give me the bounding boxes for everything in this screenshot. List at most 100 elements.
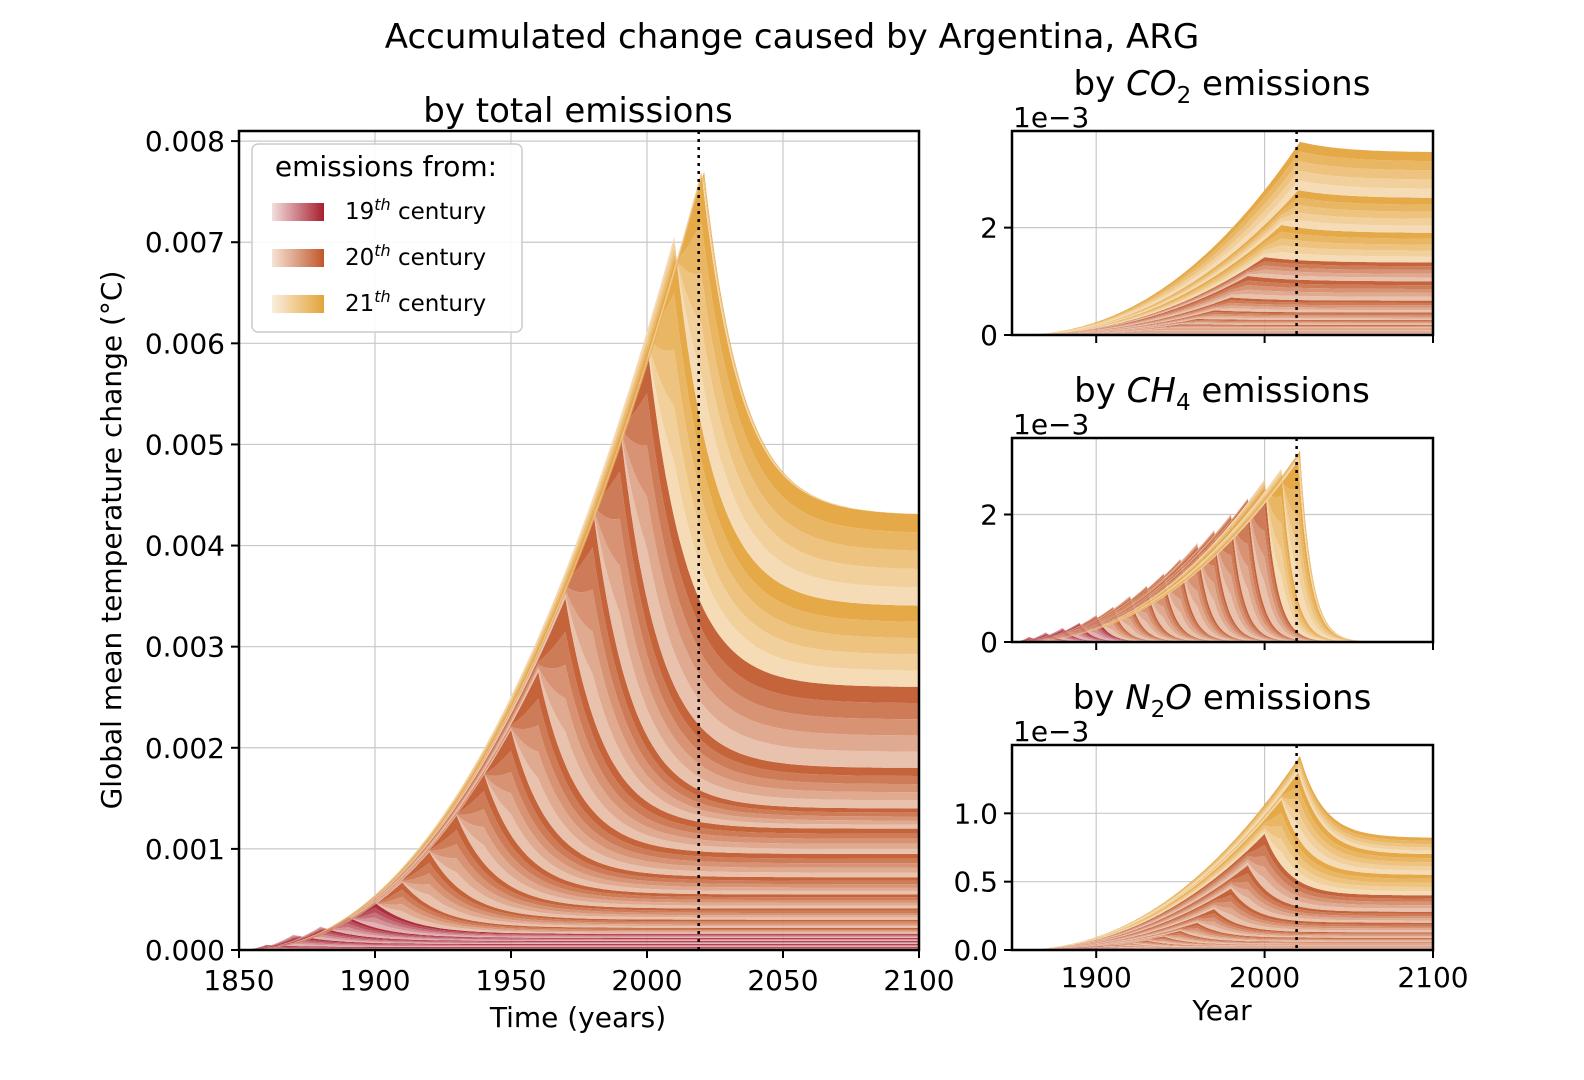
- x-tick-label: 2050: [747, 964, 818, 997]
- co2-band-2020: [1012, 170, 1433, 335]
- co2-band-1950: [1012, 321, 1433, 335]
- co2-band-1960: [1012, 312, 1433, 335]
- figure-title: Accumulated change caused by Argentina, …: [385, 17, 1199, 57]
- legend-box: [251, 143, 523, 333]
- legend-label-21st: 21th century: [345, 287, 486, 317]
- co2-band-2020: [1012, 151, 1433, 335]
- total-band-1850: [239, 944, 919, 950]
- n2o-band-1990: [1012, 855, 1433, 950]
- y-tick-label: 0.008: [145, 125, 225, 158]
- n2o-yticks: 0.0 0.5 1.0: [953, 797, 1012, 967]
- co2-band-1960: [1012, 313, 1433, 335]
- co2-band-1940: [1012, 326, 1433, 335]
- n2o-series: [1012, 755, 1433, 950]
- ch4-xtickmarks: [1095, 642, 1434, 650]
- legend-label-21st-sup: th: [374, 287, 390, 306]
- n2o-title-gas-after: O: [1165, 678, 1192, 718]
- total-yticks: 0.000 0.001 0.002 0.003 0.004 0.005 0.006 0.007…: [145, 125, 239, 967]
- co2-band-1980: [1012, 280, 1433, 335]
- total-band-2000: [239, 293, 919, 950]
- n2o-band-1960: [1012, 920, 1433, 950]
- legend-swatch-21st: [272, 295, 324, 313]
- co2-band-2000: [1012, 238, 1433, 335]
- co2-band-1970: [1012, 300, 1433, 335]
- ch4-scale-label: 1e−3: [1013, 408, 1089, 441]
- co2-band-1940: [1012, 327, 1433, 335]
- n2o-xticks: 1900 2000 2100: [1061, 950, 1469, 994]
- co2-band-2020: [1012, 161, 1433, 335]
- n2o-band-2020: [1012, 755, 1433, 950]
- legend-swatch-20th: [272, 249, 324, 267]
- total-band-1860: [239, 943, 919, 950]
- co2-band-1920: [1012, 332, 1433, 335]
- co2-band-1940: [1012, 325, 1433, 335]
- n2o-panel: by N2O emissions 1e−3 0.0 0.5 1.0 1900 2000…: [953, 678, 1468, 1027]
- total-band-1860: [239, 941, 919, 950]
- co2-band-2000: [1012, 252, 1433, 335]
- co2-band-1950: [1012, 320, 1433, 335]
- n2o-band-1940: [1012, 930, 1433, 950]
- co2-band-2020: [1012, 180, 1433, 335]
- co2-band-2000: [1012, 224, 1433, 335]
- n2o-band-2000: [1012, 799, 1433, 950]
- n2o-frame: [1010, 743, 1435, 952]
- co2-band-1940: [1012, 324, 1433, 335]
- x-tick-label: 2000: [611, 964, 682, 997]
- co2-band-2000: [1012, 231, 1433, 335]
- total-band-1960: [239, 664, 919, 950]
- co2-band-1990: [1012, 261, 1433, 335]
- co2-panel: by CO2 emissions 1e−3 02: [980, 64, 1435, 352]
- n2o-band-1980: [1012, 881, 1433, 950]
- legend-label-19th: 19th century: [345, 195, 486, 225]
- n2o-band-1960: [1012, 909, 1433, 950]
- y-tick-label: 2: [980, 499, 998, 532]
- co2-band-2020: [1012, 141, 1433, 335]
- x-tick-label: 2000: [1229, 961, 1300, 994]
- ch4-band-1960: [1012, 543, 1433, 642]
- total-band-2000: [239, 237, 919, 950]
- n2o-band-1940: [1012, 935, 1433, 950]
- x-tick-label: 1900: [1061, 961, 1132, 994]
- total-panel: by total emissions 1850 1900 1950 2000 2050 2…: [95, 91, 955, 1034]
- n2o-band-1900: [1012, 945, 1433, 950]
- y-tick-label: 2: [980, 212, 998, 245]
- legend-label-20th-sup: th: [374, 241, 390, 260]
- co2-band-1920: [1012, 331, 1433, 335]
- n2o-band-1900: [1012, 946, 1433, 950]
- ch4-band-1900: [1012, 615, 1433, 642]
- legend-label-21st-num: 21: [345, 291, 374, 317]
- legend-label-19th-rest: century: [391, 199, 486, 225]
- x-tick-label: 2100: [883, 964, 954, 997]
- co2-band-1910: [1012, 332, 1433, 335]
- n2o-band-1960: [1012, 913, 1433, 950]
- co2-band-1980: [1012, 289, 1433, 335]
- co2-band-1950: [1012, 318, 1433, 335]
- ch4-title: by CH4 emissions: [1074, 371, 1370, 416]
- ch4-panel: by CH4 emissions 1e−3 02: [980, 371, 1435, 659]
- n2o-title: by N2O emissions: [1073, 678, 1372, 723]
- ch4-series: [1012, 450, 1433, 642]
- n2o-band-2000: [1012, 831, 1433, 950]
- n2o-band-1900: [1012, 944, 1433, 950]
- n2o-band-1880: [1012, 947, 1433, 950]
- co2-band-2000: [1012, 245, 1433, 335]
- legend-swatch-19th: [272, 203, 324, 221]
- total-band-1850: [239, 947, 919, 950]
- y-tick-label: 1.0: [953, 797, 998, 830]
- y-tick-label: 0.0: [953, 934, 998, 967]
- y-tick-label: 0.002: [145, 732, 225, 765]
- co2-band-1990: [1012, 265, 1433, 335]
- x-tick-label: 1850: [203, 964, 274, 997]
- co2-band-1980: [1012, 294, 1433, 335]
- ch4-title-sub: 4: [1176, 390, 1191, 416]
- co2-band-1990: [1012, 257, 1433, 335]
- total-band-1910: [239, 851, 919, 950]
- y-tick-label: 0.006: [145, 327, 225, 360]
- ch4-title-prefix: by: [1074, 371, 1127, 411]
- co2-band-1970: [1012, 305, 1433, 335]
- legend-label-19th-num: 19: [345, 199, 374, 225]
- co2-title: by CO2 emissions: [1074, 64, 1371, 109]
- co2-band-1910: [1012, 332, 1433, 335]
- total-frame: [237, 129, 921, 952]
